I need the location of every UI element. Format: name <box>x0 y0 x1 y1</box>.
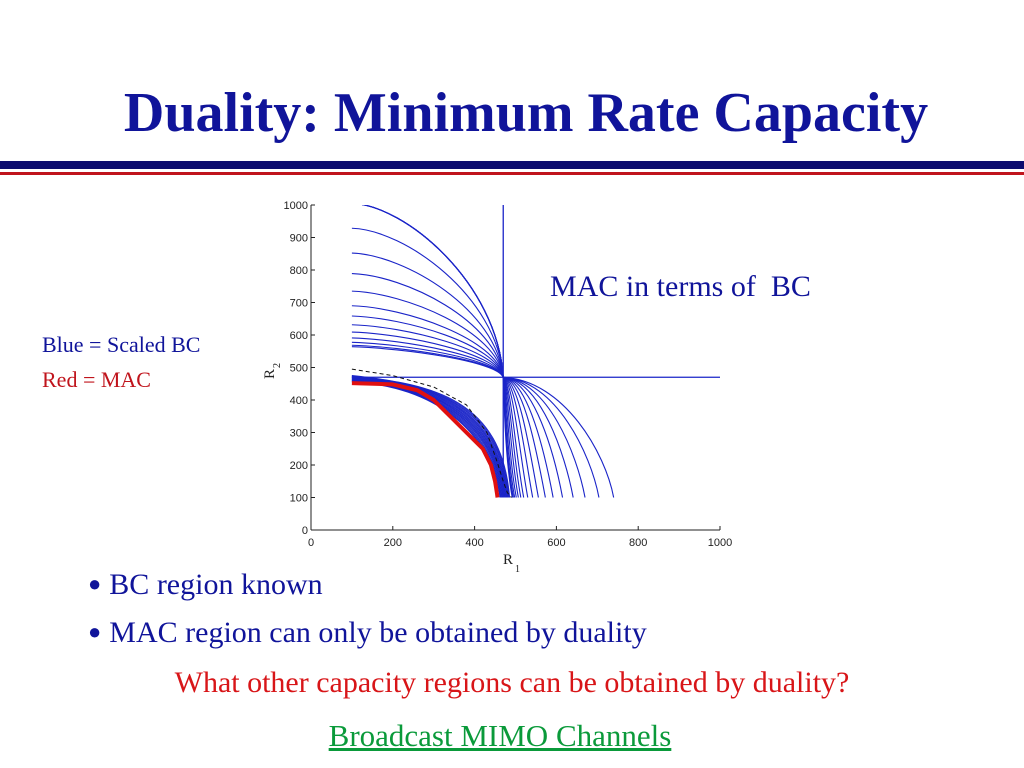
bc-curve-upper <box>351 273 504 378</box>
bc-curve-upper <box>351 305 504 378</box>
bullet-text: MAC region can only be obtained by duali… <box>109 616 647 649</box>
chart-labels: 0 200 400 600 800 1000 0 100 200 300 400 500 600 700 8… <box>262 200 732 575</box>
bc-curve-inner <box>351 380 502 498</box>
bullet-dot-icon: ● <box>88 619 102 644</box>
bc-curve-right <box>503 376 554 498</box>
bc-curve-upper <box>351 324 504 378</box>
y-axis-label-group: R2 <box>262 363 283 379</box>
bc-curve-upper <box>351 315 504 378</box>
bc-curve-right <box>502 376 534 498</box>
bc-curve-upper <box>351 252 504 378</box>
chart-curves <box>351 205 720 498</box>
bc-curve-upper <box>351 344 504 378</box>
bullet-text: BC region known <box>109 568 323 601</box>
x-tick-label: 600 <box>547 537 565 549</box>
bullet-dot-icon: ● <box>88 571 102 596</box>
bc-curve-right <box>503 376 546 498</box>
dashed-curve <box>351 368 512 498</box>
bc-curve-upper <box>361 205 504 378</box>
legend-blue-label: Blue = Scaled BC <box>42 332 201 357</box>
y-tick-label: 900 <box>290 233 308 245</box>
x-axis-label: R <box>503 552 513 568</box>
bullet-item: ● BC region known <box>88 566 323 603</box>
x-tick-label: 200 <box>384 537 402 549</box>
bc-curve-upper <box>351 331 504 378</box>
y-tick-label: 100 <box>290 493 308 505</box>
bc-curve-right <box>503 376 600 498</box>
bc-curve-right <box>502 376 522 498</box>
y-axis-label: R <box>262 369 278 379</box>
bc-curve-right <box>502 376 529 498</box>
y-tick-label: 200 <box>290 460 308 472</box>
bc-curve-right <box>503 376 615 498</box>
bc-curve-upper <box>351 346 504 378</box>
x-tick-label: 400 <box>465 537 483 549</box>
y-tick-label: 600 <box>290 330 308 342</box>
chart-axes <box>310 204 721 531</box>
x-tick-label: 1000 <box>708 537 732 549</box>
y-tick-label: 700 <box>290 298 308 310</box>
bc-curve-upper <box>351 290 504 378</box>
title-rule-navy <box>0 161 1024 169</box>
x-tick-label: 800 <box>629 537 647 549</box>
x-axis-label-subscript: 1 <box>515 564 520 575</box>
y-tick-label: 500 <box>290 363 308 375</box>
y-tick-label: 400 <box>290 395 308 407</box>
slide-title: Duality: Minimum Rate Capacity <box>123 82 929 144</box>
closing-question: What other capacity regions can be obtai… <box>174 666 850 699</box>
y-tick-label: 1000 <box>284 200 308 212</box>
bc-curve-upper <box>351 337 504 378</box>
bc-curve-upper <box>351 227 504 378</box>
chart-annotation: MAC in terms of BC <box>550 270 811 303</box>
bc-curve-right <box>503 376 586 498</box>
broadcast-mimo-link[interactable]: Broadcast MIMO Channels <box>328 718 672 753</box>
bc-curve-right <box>503 376 539 498</box>
bc-curve-right <box>503 376 564 498</box>
bc-curve-inner <box>351 375 511 498</box>
bc-curve-right <box>503 376 574 498</box>
legend-red-label: Red = MAC <box>42 367 151 392</box>
mac-curve <box>351 381 500 498</box>
y-tick-label: 300 <box>290 428 308 440</box>
y-tick-label: 0 <box>302 525 308 537</box>
y-axis-label-subscript: 2 <box>272 363 283 368</box>
x-tick-label: 0 <box>308 537 314 549</box>
bc-curve-upper <box>351 341 504 378</box>
y-tick-label: 800 <box>290 265 308 277</box>
title-rule-red <box>0 172 1024 175</box>
bc-curve-right <box>502 376 525 498</box>
bullet-item: ● MAC region can only be obtained by dual… <box>88 614 647 651</box>
